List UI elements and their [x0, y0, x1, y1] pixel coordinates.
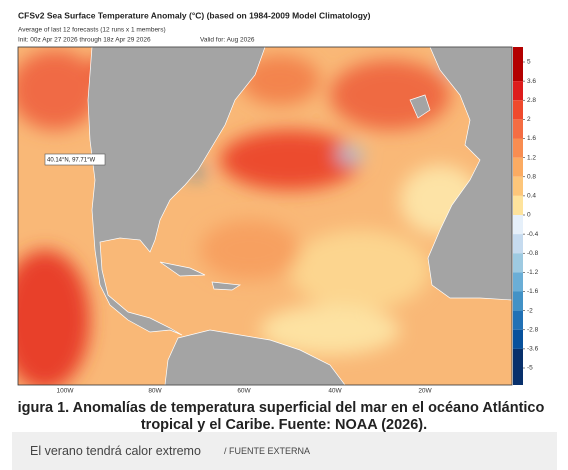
colorbar-label: -0.4	[527, 231, 539, 238]
colorbar-label: 1.6	[527, 135, 536, 142]
colorbar-label: 0.8	[527, 173, 536, 180]
footer-text: El verano tendrá calor extremo	[30, 444, 201, 458]
longitude-labels: 100W 80W 60W 40W 20W	[57, 388, 433, 395]
colorbar-label: 3.6	[527, 78, 536, 85]
colorbar-band	[513, 138, 523, 158]
colorbar-label: 2.8	[527, 97, 536, 104]
colorbar-label: 2	[527, 116, 531, 123]
colorbar-label: -3.6	[527, 346, 539, 353]
lon-label: 40W	[328, 388, 342, 395]
colorbar-band	[513, 176, 523, 196]
colorbar-label: 5	[527, 59, 531, 66]
map-init: Init: 00z Apr 27 2026 through 18z Apr 29…	[18, 37, 151, 44]
footer-source: / FUENTE EXTERNA	[224, 446, 311, 456]
colorbar-label: -2	[527, 307, 533, 314]
colorbar-band	[513, 157, 523, 177]
colorbar-band	[513, 47, 523, 82]
map-title: CFSv2 Sea Surface Temperature Anomaly (°…	[18, 10, 371, 20]
colorbar-band	[513, 215, 523, 235]
colorbar-label: -5	[527, 365, 533, 372]
lon-label: 80W	[148, 388, 162, 395]
colorbar-band	[513, 253, 523, 273]
caption-line: tropical y el Caribe. Fuente: NOAA (2026…	[140, 417, 428, 433]
figure: CFSv2 Sea Surface Temperature Anomaly (°…	[17, 10, 539, 395]
caption-line: igura 1. Anomalías de temperatura superf…	[17, 400, 545, 416]
lon-label: 20W	[418, 388, 432, 395]
map-image: 40.14°N, 97.71°W	[18, 47, 512, 385]
colorbar-band	[513, 100, 523, 120]
colorbar-band	[513, 272, 523, 292]
map-subtitle: Average of last 12 forecasts (12 runs x …	[18, 27, 166, 34]
lon-label: 100W	[57, 388, 75, 395]
colorbar-label: -1.2	[527, 269, 539, 276]
colorbar-label: -0.8	[527, 250, 539, 257]
colorbar-band	[513, 329, 523, 349]
colorbar-label: 1.2	[527, 154, 536, 161]
colorbar-band	[513, 348, 523, 385]
footer: El verano tendrá calor extremo / FUENTE …	[12, 432, 557, 470]
colorbar-label: 0	[527, 212, 531, 219]
map-valid: Valid for: Aug 2026	[200, 37, 255, 44]
pin-label: 40.14°N, 97.71°W	[47, 158, 95, 164]
colorbar-label: -2.8	[527, 326, 539, 333]
colorbar-label: -1.6	[527, 288, 539, 295]
lon-label: 60W	[237, 388, 251, 395]
colorbar-label: 0.4	[527, 193, 536, 200]
colorbar-band	[513, 119, 523, 139]
colorbar-band	[513, 195, 523, 215]
colorbar-band	[513, 234, 523, 254]
colorbar-band	[513, 310, 523, 330]
colorbar-band	[513, 81, 523, 101]
colorbar: 5 3.6 2.8 2 1.6 1.2 0.8 0.4 0 -0.4 -0.8 -1.2 -1.6 -2 -…	[513, 47, 539, 385]
colorbar-band	[513, 291, 523, 311]
